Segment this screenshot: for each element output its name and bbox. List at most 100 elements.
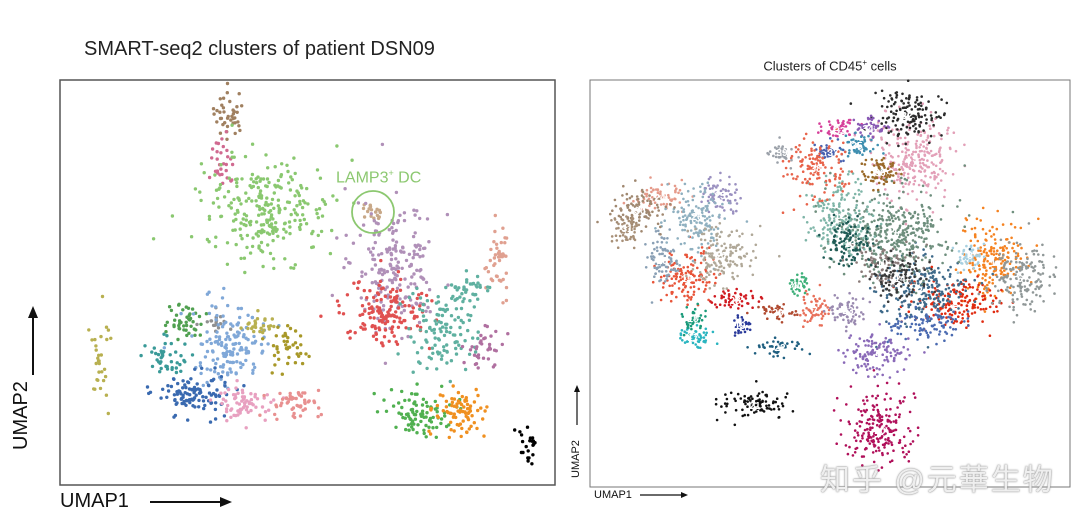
right-point-cluster-11	[903, 177, 907, 181]
right-point-cluster-5	[882, 345, 885, 348]
left-point	[170, 214, 175, 218]
left-point	[208, 398, 213, 402]
right-point-cluster-3	[886, 309, 889, 313]
right-point-cluster-3	[948, 300, 951, 303]
right-point-cluster-20	[889, 397, 892, 400]
left-point	[191, 312, 196, 316]
left-point	[250, 142, 255, 146]
left-point	[255, 397, 260, 401]
right-point-cluster-16	[669, 250, 673, 253]
right-point-cluster-6	[1042, 266, 1045, 269]
left-point	[207, 240, 211, 244]
right-point-cluster-10	[871, 261, 874, 265]
left-point	[359, 296, 363, 300]
left-point	[221, 96, 226, 100]
right-point-cluster-22	[761, 343, 765, 347]
right-point-cluster-23	[851, 297, 855, 300]
right-point-cluster-5	[888, 376, 892, 379]
right-point-cluster-9	[876, 129, 880, 132]
right-point-cluster-11	[957, 260, 960, 264]
right-point-cluster-27	[738, 255, 742, 259]
left-point	[282, 222, 287, 226]
right-point-cluster-17	[679, 332, 683, 335]
left-point	[232, 109, 236, 114]
left-point	[283, 206, 287, 211]
right-point-cluster-20	[853, 451, 857, 454]
right-point-cluster-23	[846, 301, 849, 305]
right-point-cluster-4	[966, 310, 970, 313]
right-point-cluster-27	[754, 243, 758, 247]
right-point-cluster-4	[918, 329, 921, 333]
left-point	[379, 297, 383, 302]
right-point-cluster-4	[913, 329, 917, 332]
left-point	[299, 394, 304, 398]
right-point-cluster-11	[891, 219, 895, 223]
right-point-cluster-1	[969, 239, 973, 243]
right-point-cluster-15	[659, 275, 663, 279]
right-point-cluster-26	[691, 198, 695, 202]
right-point-cluster-11	[890, 257, 893, 260]
left-point	[418, 304, 422, 308]
left-point	[316, 233, 320, 238]
right-point-cluster-9	[904, 182, 907, 185]
left-point	[330, 293, 334, 298]
right-point-cluster-5	[906, 348, 910, 351]
left-point	[207, 217, 212, 221]
left-point	[486, 357, 491, 361]
left-point	[462, 285, 466, 289]
left-point	[104, 325, 109, 329]
right-point-cluster-20	[876, 394, 880, 398]
right-point-cluster-20	[885, 408, 888, 411]
right-point-cluster-20	[839, 419, 842, 422]
right-point-cluster-21	[761, 390, 764, 394]
right-point-cluster-1	[999, 269, 1002, 272]
left-point	[465, 402, 470, 407]
right-point-cluster-26	[700, 207, 703, 211]
left-point	[393, 246, 397, 250]
left-point	[407, 414, 411, 419]
right-point-cluster-27	[699, 238, 703, 241]
left-point	[103, 374, 108, 379]
right-point-cluster-3	[930, 255, 934, 258]
right-point-cluster-21	[724, 411, 727, 414]
left-point	[314, 208, 318, 212]
right-point-cluster-5	[896, 370, 899, 374]
left-point	[104, 393, 109, 397]
right-point-cluster-2	[952, 304, 956, 308]
right-point-cluster-27	[710, 263, 713, 267]
left-point	[281, 334, 285, 338]
left-point	[303, 201, 307, 205]
right-point-cluster-16	[668, 228, 671, 231]
right-point-cluster-7	[802, 298, 806, 302]
right-point-cluster-3	[926, 283, 929, 287]
left-point	[377, 271, 382, 275]
left-point	[272, 191, 276, 195]
right-point-cluster-11	[899, 241, 903, 244]
left-point	[441, 325, 445, 329]
right-point-cluster-3	[957, 296, 961, 299]
right-point-cluster-18	[704, 315, 707, 318]
right-point-cluster-27	[711, 243, 715, 246]
left-point	[305, 186, 309, 191]
right-point-cluster-5	[907, 337, 910, 340]
left-point	[381, 304, 386, 308]
right-point-cluster-6	[1009, 284, 1013, 288]
right-point-cluster-11	[828, 265, 831, 269]
right-point-cluster-5	[883, 358, 886, 362]
right-point-cluster-23	[855, 306, 859, 309]
left-point	[400, 336, 404, 341]
right-point-cluster-13	[866, 226, 870, 230]
right-point-cluster-27	[712, 261, 716, 264]
left-point	[475, 345, 479, 349]
left-point	[435, 367, 439, 371]
right-point-cluster-11	[920, 227, 923, 231]
right-point-cluster-24	[645, 188, 649, 192]
left-point	[406, 285, 410, 289]
right-point-cluster-9	[911, 153, 914, 156]
right-point-cluster-3	[900, 301, 904, 304]
right-point-cluster-13	[840, 250, 843, 254]
right-point-cluster-20	[875, 403, 879, 407]
right-point-cluster-13	[855, 242, 858, 245]
right-point-cluster-26	[703, 219, 707, 222]
right-point-cluster-3	[937, 299, 940, 302]
